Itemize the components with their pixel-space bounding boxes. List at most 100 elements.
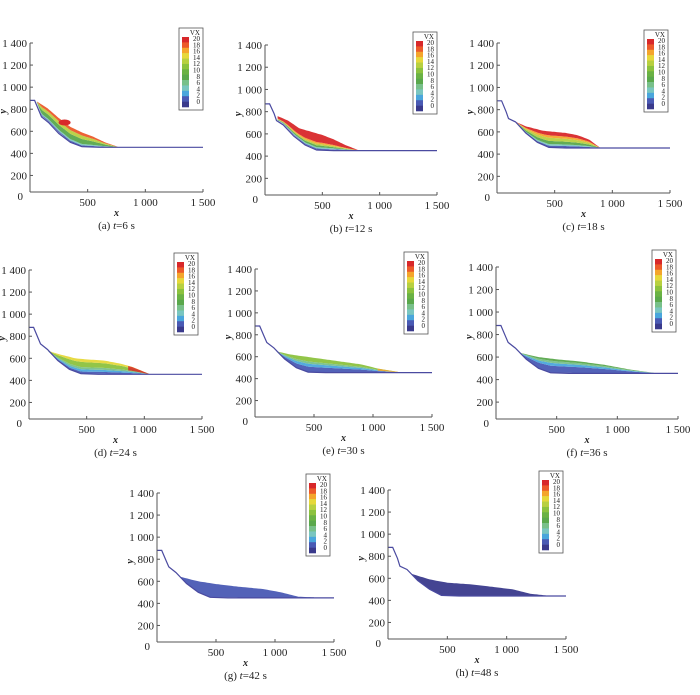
y-tick-label: 400	[10, 375, 27, 387]
y-tick-label: 800	[246, 107, 263, 119]
legend-swatch	[416, 51, 423, 58]
legend-swatch	[182, 58, 189, 65]
legend-swatch	[407, 309, 414, 316]
legend-swatch	[655, 302, 662, 308]
x-tick-label: 500	[314, 200, 331, 212]
y-zero-label: 0	[485, 192, 491, 204]
terrain-profile-a	[30, 99, 203, 148]
caption-time-var: t	[345, 223, 349, 235]
peak-velocity-a	[58, 119, 71, 126]
terrain-profile-b	[265, 103, 437, 152]
legend-swatch	[542, 496, 549, 502]
legend-swatch	[177, 321, 184, 327]
y-tick-label: 600	[138, 576, 155, 588]
y-tick-label: 1 200	[360, 507, 385, 519]
y-tick-label: 400	[369, 595, 386, 607]
legend-swatch	[177, 299, 184, 306]
y-tick-label: 600	[477, 352, 494, 364]
x-tick-label: 1 500	[420, 422, 445, 434]
legend-level-label: 14	[658, 56, 666, 64]
legend-swatch	[647, 103, 654, 110]
legend-level-label: 14	[553, 497, 561, 505]
legend-level-label: 10	[658, 69, 666, 77]
legend-level-label: 20	[658, 37, 666, 45]
legend-swatch	[309, 526, 316, 532]
legend-level-label: 12	[427, 64, 435, 72]
legend-level-label: 8	[431, 77, 435, 85]
legend-level-label: 12	[188, 285, 196, 293]
legend-swatch	[542, 506, 549, 513]
legend-swatch	[407, 277, 414, 283]
y-tick-label: 1 200	[227, 286, 252, 298]
legend-swatch	[309, 547, 316, 554]
terrain-profile-f	[496, 324, 678, 374]
legend-swatch	[407, 266, 414, 273]
caption-time-value: =36 s	[583, 447, 607, 459]
terrain-profile-g	[157, 549, 334, 599]
y-tick-label: 800	[10, 331, 27, 343]
terrain-profile-c	[497, 100, 670, 149]
legend-level-label: 10	[666, 289, 674, 297]
legend-swatch	[182, 63, 189, 70]
velocity-band-d-3	[47, 350, 149, 375]
legend-level-label: 6	[192, 304, 196, 312]
y-axis-label: y	[356, 556, 367, 562]
legend-swatch	[177, 294, 184, 300]
legend-swatch	[416, 62, 423, 69]
y-tick-label: 400	[478, 149, 495, 161]
velocity-band-e-3	[276, 351, 399, 373]
legend-swatch	[655, 318, 662, 324]
y-tick-label: 1 400	[360, 485, 385, 497]
legend-swatch	[416, 100, 423, 106]
x-tick-label: 500	[78, 424, 95, 436]
velocity-band-a-1	[36, 102, 118, 148]
legend-level-label: 2	[422, 316, 426, 324]
legend-swatch	[542, 533, 549, 540]
caption-prefix: (c)	[562, 221, 577, 233]
legend-level-label: 14	[427, 58, 435, 66]
legend-swatch	[309, 488, 316, 495]
y-tick-label: 1 200	[469, 60, 494, 72]
panel-caption: (e) t=30 s	[322, 445, 364, 457]
legend-swatch	[407, 293, 414, 299]
y-zero-label: 0	[18, 191, 24, 203]
legend-title: VX	[185, 254, 195, 262]
x-axis-label: x	[340, 433, 346, 444]
legend-swatch	[309, 499, 316, 505]
x-tick-label: 500	[208, 647, 225, 659]
legend-swatch	[309, 515, 316, 521]
legend-swatch	[655, 280, 662, 287]
y-tick-label: 1 400	[1, 265, 26, 277]
legend-swatch	[655, 285, 662, 292]
legend-title: VX	[415, 253, 425, 261]
legend-level-label: 18	[658, 43, 666, 51]
legend-level-label: 0	[557, 541, 561, 549]
caption-prefix: (e)	[322, 445, 337, 457]
legend-level-label: 6	[431, 83, 435, 91]
legend-level-label: 20	[193, 35, 201, 43]
legend-swatch	[407, 304, 414, 310]
y-tick-label: 200	[236, 396, 253, 408]
x-tick-label: 500	[306, 422, 323, 434]
legend-title: VX	[317, 475, 327, 483]
legend-swatch	[416, 94, 423, 101]
y-zero-label: 0	[17, 418, 23, 430]
deposit-d	[47, 350, 149, 375]
x-tick-label: 500	[79, 197, 96, 209]
x-tick-label: 500	[546, 198, 563, 210]
legend-swatch	[177, 262, 184, 268]
legend-swatch	[407, 298, 414, 305]
legend-swatch	[655, 312, 662, 319]
y-tick-label: 1 000	[469, 82, 494, 94]
legend-swatch	[647, 98, 654, 104]
legend-level-label: 10	[553, 510, 561, 518]
legend-title: VX	[655, 31, 665, 39]
velocity-band-e-1	[276, 351, 399, 373]
legend-swatch	[177, 310, 184, 317]
y-tick-label: 600	[246, 129, 263, 141]
y-tick-label: 600	[236, 352, 253, 364]
legend-level-label: 8	[557, 516, 561, 524]
legend-level-label: 18	[553, 484, 561, 492]
caption-time-value: =18 s	[580, 221, 604, 233]
